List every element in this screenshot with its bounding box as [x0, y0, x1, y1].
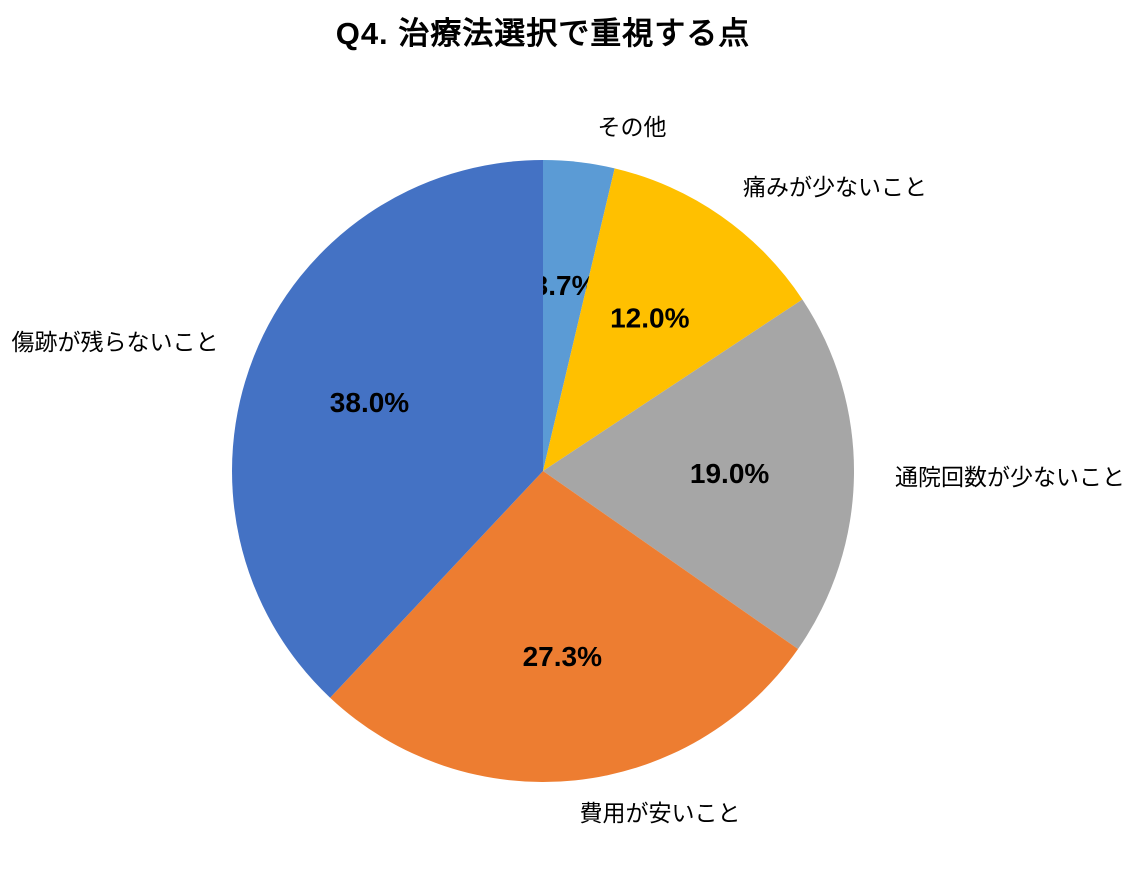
pie-slice-3 — [543, 299, 855, 650]
percent-label-2: 12.0% — [610, 303, 689, 334]
category-label-2: 痛みが少ないこと — [743, 174, 927, 200]
category-label-3: 通院回数が少ないこと — [895, 464, 1125, 490]
category-label-1: その他 — [598, 114, 667, 140]
category-label-4: 費用が安いこと — [580, 800, 741, 826]
pie-slice-2 — [543, 168, 803, 471]
percent-label-5: 38.0% — [330, 387, 409, 418]
chart-title: Q4. 治療法選択で重視する点 — [335, 16, 751, 51]
percent-label-4: 27.3% — [523, 641, 602, 672]
pie-slice-5 — [232, 160, 543, 698]
pie-slice-1 — [543, 160, 615, 471]
category-label-5: 傷跡が残らないこと — [12, 329, 219, 355]
pie-slice-4 — [330, 471, 799, 783]
percent-label-3: 19.0% — [690, 458, 769, 489]
